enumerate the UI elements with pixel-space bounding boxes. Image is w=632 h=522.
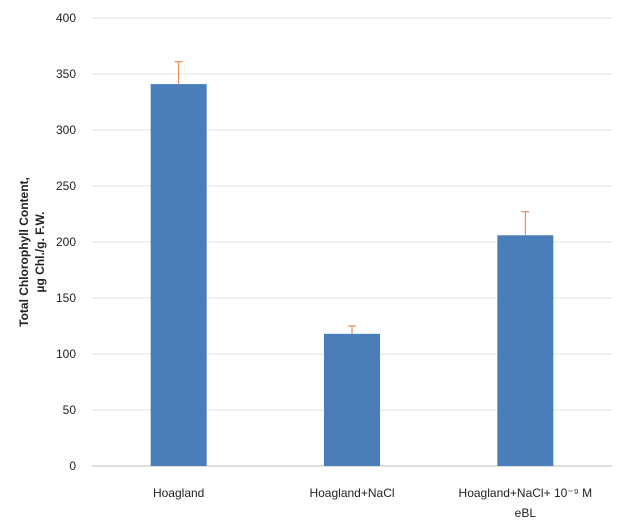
bars	[150, 84, 554, 466]
y-axis-label-line: µg Chl./g. F.W.	[33, 212, 47, 293]
x-tick-label: Hoagland+NaCl+ 10⁻⁹ M	[459, 486, 593, 500]
bar	[150, 84, 207, 466]
x-tick-label: Hoagland	[153, 486, 204, 500]
y-tick-label: 400	[56, 11, 76, 25]
y-tick-label: 350	[56, 67, 76, 81]
y-tick-label: 200	[56, 235, 76, 249]
y-tick-label: 150	[56, 291, 76, 305]
y-axis-label: Total Chlorophyll Content, µg Chl./g. F.W…	[17, 177, 47, 327]
x-axis-ticks: Hoagland Hoagland+NaCl Hoagland+NaCl+ 10⁻⁹…	[153, 486, 592, 520]
x-tick-label: Hoagland+NaCl	[309, 486, 394, 500]
error-bars	[174, 61, 530, 334]
y-tick-label: 300	[56, 123, 76, 137]
y-tick-label: 250	[56, 179, 76, 193]
y-tick-label: 50	[63, 403, 77, 417]
bar	[497, 235, 554, 466]
y-axis-label-line: Total Chlorophyll Content,	[17, 177, 31, 327]
bar	[324, 333, 380, 466]
y-axis-ticks: 0 50 100 150 200 250 300 350 400	[56, 11, 76, 473]
x-tick-label: eBL	[515, 506, 537, 520]
y-tick-label: 100	[56, 347, 76, 361]
y-tick-label: 0	[69, 459, 76, 473]
